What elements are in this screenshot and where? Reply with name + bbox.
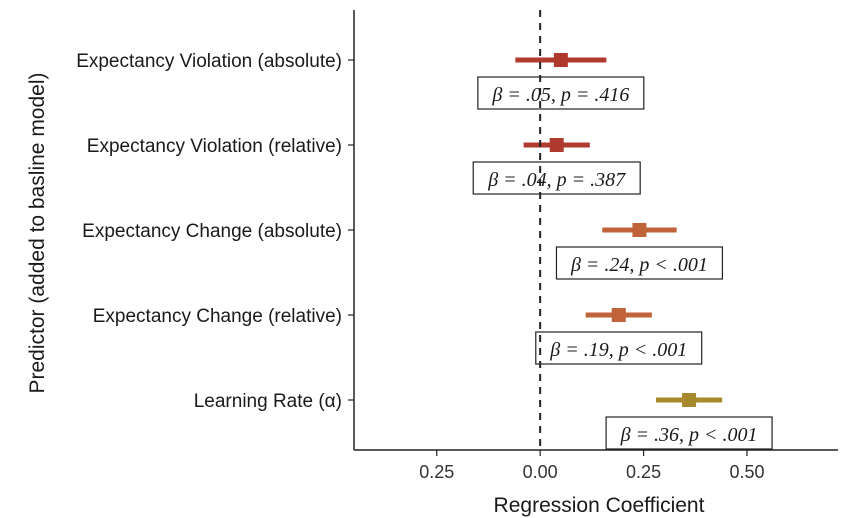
stat-box bbox=[555, 246, 724, 280]
y-axis-title: Predictor (added to basline model) bbox=[26, 72, 49, 393]
stat-box bbox=[477, 76, 645, 110]
stat-text: β = .36, p < .001 bbox=[620, 424, 758, 446]
stat-text: β = .04, p = .387 bbox=[487, 169, 626, 191]
stat-annotation: β = .19, p < .001 bbox=[535, 331, 703, 365]
point-estimate bbox=[553, 53, 568, 67]
stat-annotation: β = .05, p = .416 bbox=[477, 76, 645, 110]
x-axis-ticks: 0.25 0.00 0.25 0.50 bbox=[419, 450, 765, 482]
stat-box bbox=[472, 161, 641, 195]
stat-box bbox=[605, 416, 773, 450]
predictor-label: Expectancy Violation (relative) bbox=[87, 136, 342, 157]
x-tick-label: 0.50 bbox=[729, 462, 764, 482]
predictor-labels: Expectancy Violation (absolute) Expectanc… bbox=[76, 51, 354, 412]
stat-annotations: β = .05, p = .416 β = .04, p = .387 β = .2… bbox=[472, 76, 773, 450]
plot-marks bbox=[515, 53, 723, 407]
point-estimate bbox=[549, 138, 564, 152]
stat-text: β = .24, p < .001 bbox=[570, 254, 708, 276]
x-tick-label: 0.00 bbox=[523, 462, 558, 482]
stat-annotation: β = .36, p < .001 bbox=[605, 416, 773, 450]
x-axis-title: Regression Coefficient bbox=[494, 494, 705, 517]
predictor-label: Learning Rate (α) bbox=[194, 391, 342, 412]
point-estimate bbox=[682, 393, 697, 407]
point-estimate bbox=[632, 223, 647, 237]
point-estimate bbox=[611, 308, 626, 322]
predictor-label: Expectancy Violation (absolute) bbox=[76, 51, 342, 72]
stat-box bbox=[535, 331, 703, 365]
x-tick-label: 0.25 bbox=[419, 462, 454, 482]
predictor-label: Expectancy Change (relative) bbox=[93, 306, 342, 327]
stat-annotation: β = .24, p < .001 bbox=[555, 246, 724, 280]
stat-text: β = .05, p = .416 bbox=[491, 84, 629, 106]
predictor-label: Expectancy Change (absolute) bbox=[82, 221, 342, 242]
x-tick-label: 0.25 bbox=[626, 462, 661, 482]
stat-annotation: β = .04, p = .387 bbox=[472, 161, 641, 195]
stat-text: β = .19, p < .001 bbox=[549, 339, 687, 361]
